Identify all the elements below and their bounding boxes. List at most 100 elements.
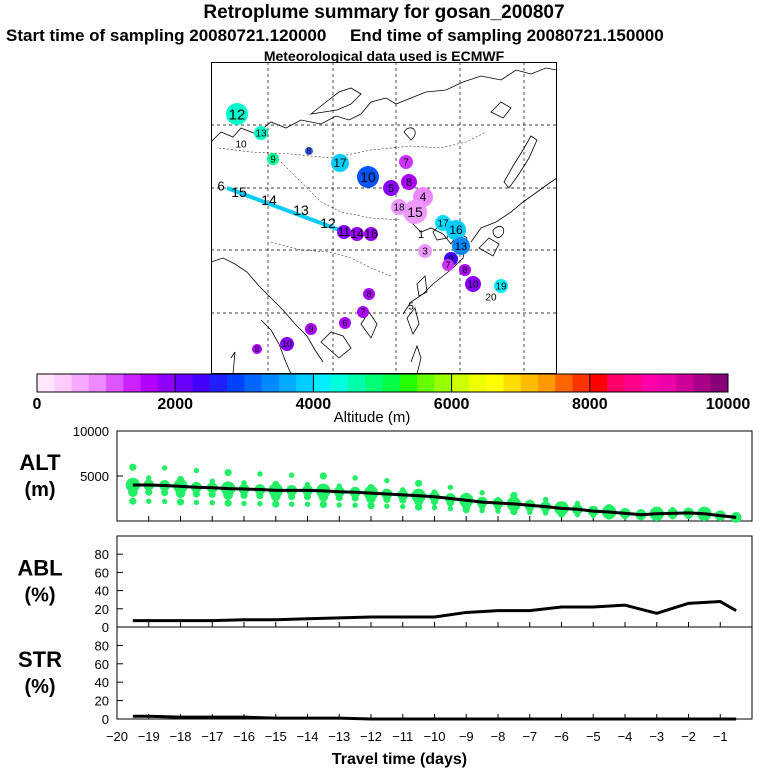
alt-spread-dot [256, 492, 264, 500]
alt-spread-dot [462, 506, 470, 514]
x-tick-label: −1 [713, 729, 728, 744]
alt-spread-dot [288, 472, 295, 478]
panel-ylabel-unit: (m) [24, 479, 55, 501]
abl-line [132, 599, 737, 623]
alt-spread-dot [352, 475, 358, 481]
x-tick-label: −18 [169, 729, 191, 744]
alt-spread-dot [257, 500, 263, 507]
alt-spread-dot [384, 503, 390, 509]
colorbar-cell [123, 374, 142, 392]
panel-frame [116, 626, 753, 720]
map-marker-dot [418, 244, 432, 258]
map-marker-label: 10 [235, 140, 247, 151]
alt-spread-dot [223, 490, 233, 500]
alt-spread-dot [622, 514, 628, 520]
x-tick-label: −14 [296, 729, 318, 744]
alt-median-line [132, 483, 737, 519]
map-marker-label: 20 [485, 293, 497, 304]
colorbar-cell [537, 374, 556, 392]
alt-spread-dot [288, 501, 295, 507]
map-marker-label: 14 [350, 227, 364, 241]
alt-spread-dot [415, 479, 423, 487]
colorbar-cell [88, 374, 107, 392]
alt-spread-dot [270, 491, 281, 502]
colorbar-cell [434, 374, 453, 392]
met-data-label: Meteorological data used is ECMWF [263, 48, 505, 64]
map-marker-dot [391, 199, 407, 215]
map-marker-label: 16 [364, 227, 378, 241]
x-tick-label: −2 [681, 729, 696, 744]
colorbar-cell [468, 374, 487, 392]
alt-spread-dot [192, 490, 200, 498]
map-marker-dot [252, 344, 262, 354]
chart-title: Retroplume summary for gosan_200807 [203, 2, 565, 23]
alt-spread-dot [272, 500, 280, 508]
colorbar-cell [140, 374, 159, 392]
colorbar-cell [451, 374, 470, 392]
alt-spread-dot [430, 497, 439, 506]
alt-spread-dot [146, 498, 152, 504]
map-marker-label: 7 [403, 158, 409, 169]
colorbar-cell [209, 374, 228, 392]
map-marker-label: 15 [231, 184, 247, 200]
alt-spread-dot [208, 490, 216, 498]
alt-spread-dot [431, 504, 438, 511]
alt-spread-dot [319, 500, 327, 509]
colorbar-cell [658, 374, 677, 392]
map-marker-dot [267, 153, 279, 165]
map-marker-label: 11 [338, 225, 351, 239]
colorbar-cell [244, 374, 263, 392]
x-tick-label: −17 [201, 729, 223, 744]
map-marker-dot [363, 288, 375, 300]
map-marker-dot [446, 220, 466, 240]
str-panel: 0 20 40 60 80 STR (%) [18, 626, 753, 727]
alt-spread-dot [129, 497, 137, 505]
alt-spread-dot [479, 507, 485, 514]
map-marker-dot [280, 337, 294, 351]
colorbar-cell [589, 374, 608, 392]
alt-spread-dot [336, 502, 342, 508]
colorbar-tick-label: 8000 [572, 396, 608, 413]
alt-spread-dot [510, 507, 518, 516]
map-marker-dot [254, 126, 268, 140]
colorbar-cell [382, 374, 401, 392]
colorbar-cell [347, 374, 366, 392]
alt-spread-dot [193, 499, 200, 506]
x-tick-label: −3 [649, 729, 664, 744]
x-tick-label: −10 [423, 729, 445, 744]
x-axis: −20 −19 −18 −17 −16 −15 −14 −13 −12 −11 −10 −9 −8 −7 −… [106, 729, 728, 768]
y-tick-label: 10000 [73, 425, 109, 439]
alt-spread-dot [193, 467, 200, 474]
colorbar-cell [693, 374, 712, 392]
colorbar-cell [399, 374, 418, 392]
map-marker-dot [399, 155, 413, 169]
alt-spread-dot [224, 499, 232, 507]
x-tick-label: −8 [491, 729, 506, 744]
x-tick-label: −6 [554, 729, 569, 744]
alt-spread-dot [415, 503, 423, 511]
alt-spread-dot [304, 501, 311, 507]
alt-spread-dot [383, 495, 391, 503]
map-marker-label: 10 [282, 339, 292, 349]
map-marker-label: 8 [462, 265, 467, 275]
alt-spread-dot [303, 492, 312, 501]
colorbar-cell [157, 374, 176, 392]
alt-spread-dot [146, 475, 152, 481]
map-marker-label: 9 [308, 324, 313, 334]
x-tick-label: −5 [586, 729, 601, 744]
y-tick-label: 20 [95, 602, 109, 617]
map-marker-dot [401, 174, 417, 190]
colorbar-cell [572, 374, 591, 392]
y-tick-label: 20 [95, 694, 109, 709]
colorbar-cell [555, 374, 574, 392]
colorbar-tick-label: 0 [33, 396, 42, 413]
alt-spread-dot [145, 488, 153, 496]
abl-panel: 0 20 40 60 80 ABL (%) [17, 535, 753, 635]
colorbar-cell [503, 374, 522, 392]
map-marker-label: 9 [270, 155, 276, 166]
colorbar-cell [520, 374, 539, 392]
colorbar-cell [192, 374, 211, 392]
alt-spread-dot [240, 491, 248, 500]
alt-spread-dot [129, 463, 137, 471]
